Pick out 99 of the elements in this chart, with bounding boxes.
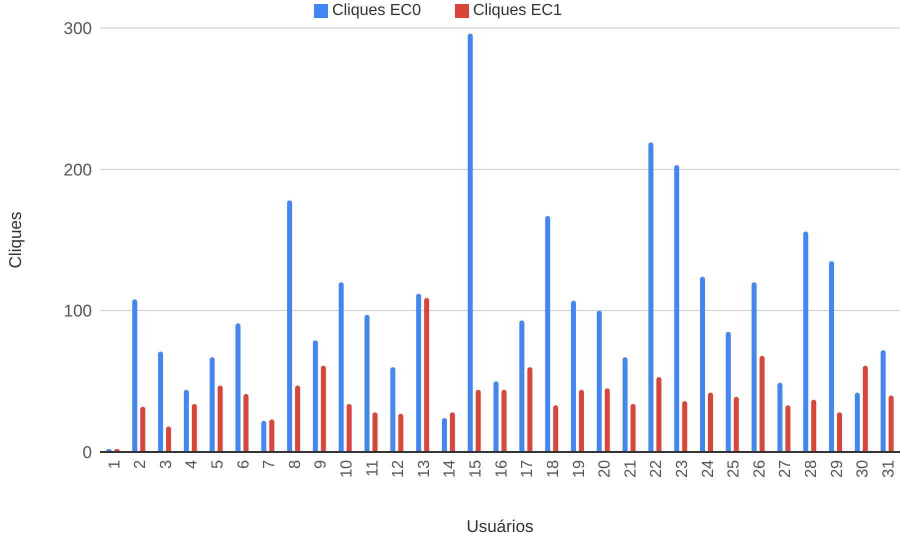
bar <box>295 386 300 452</box>
bar <box>630 404 636 452</box>
bar <box>476 390 481 452</box>
x-tick-label: 17 <box>519 460 536 478</box>
x-tick-label: 9 <box>312 460 330 469</box>
bar <box>424 298 430 452</box>
bar <box>553 405 558 452</box>
bar <box>468 34 473 452</box>
bar <box>140 406 146 452</box>
bar <box>682 401 688 452</box>
bar <box>785 405 790 452</box>
y-tick-label: 100 <box>64 302 92 321</box>
x-tick-label: 14 <box>442 460 459 478</box>
bar <box>372 412 378 452</box>
bar <box>648 142 654 452</box>
bar <box>622 357 628 452</box>
bar <box>132 299 138 452</box>
x-tick-label: 28 <box>803 460 820 478</box>
legend-label: Cliques EC0 <box>332 2 421 19</box>
bar <box>777 382 782 452</box>
bar <box>880 350 886 452</box>
x-tick-label: 13 <box>416 460 433 478</box>
y-tick-label: 0 <box>82 443 92 462</box>
x-tick-label: 16 <box>493 460 510 478</box>
bar <box>888 395 894 452</box>
x-tick-label: 31 <box>880 460 898 478</box>
bar <box>570 300 576 452</box>
bar <box>726 332 731 452</box>
bar <box>596 310 602 452</box>
x-tick-label: 11 <box>364 460 382 477</box>
x-tick-label: 15 <box>468 460 485 478</box>
bar <box>803 232 808 452</box>
x-tick-label: 21 <box>622 460 640 478</box>
bar <box>338 282 344 452</box>
bar <box>235 323 240 452</box>
bar <box>269 419 274 452</box>
bar <box>398 414 404 452</box>
bar <box>829 261 834 452</box>
bar <box>261 420 266 452</box>
x-axis-title: Usuários <box>466 517 534 536</box>
bar <box>494 381 499 452</box>
x-tick-label: 18 <box>544 460 562 478</box>
x-tick-label: 30 <box>854 460 872 478</box>
bar <box>364 314 370 452</box>
bar <box>656 377 662 452</box>
x-tick-label: 20 <box>596 460 614 478</box>
bar <box>218 386 223 452</box>
bar <box>158 352 164 452</box>
bar <box>192 404 197 452</box>
bar <box>519 320 524 452</box>
bar <box>760 356 765 452</box>
bar <box>811 400 816 452</box>
bar <box>184 390 189 452</box>
bar <box>166 426 172 452</box>
bar <box>734 396 739 452</box>
bar <box>604 388 610 452</box>
legend-label: Cliques EC1 <box>473 2 562 19</box>
x-tick-label: 6 <box>235 460 252 469</box>
x-tick-label: 26 <box>751 460 768 478</box>
bar <box>545 216 550 452</box>
x-tick-label: 3 <box>158 460 175 469</box>
x-tick-label: 27 <box>777 460 794 478</box>
bar <box>210 357 215 452</box>
x-tick-label: 2 <box>132 460 150 469</box>
x-tick-label: 23 <box>674 460 692 478</box>
x-tick-label: 24 <box>700 460 717 478</box>
bar <box>752 282 757 452</box>
x-tick-label: 29 <box>828 460 846 478</box>
bar <box>708 392 713 452</box>
bar <box>450 412 455 452</box>
x-tick-label: 5 <box>209 460 226 469</box>
bar <box>674 165 680 452</box>
bar <box>502 390 507 452</box>
x-tick-label: 19 <box>570 460 588 478</box>
bar <box>416 294 422 452</box>
x-tick-label: 7 <box>261 460 278 469</box>
bar <box>862 366 868 452</box>
bar <box>312 340 318 452</box>
bar <box>390 367 396 452</box>
bar <box>320 366 326 452</box>
bar <box>837 412 842 452</box>
bar <box>854 392 860 452</box>
y-tick-label: 300 <box>64 19 92 38</box>
x-tick-label: 12 <box>390 460 408 478</box>
y-axis-title: Cliques <box>6 212 26 268</box>
bar <box>442 418 447 452</box>
x-tick-label: 10 <box>338 460 356 478</box>
bar <box>287 200 292 452</box>
bar <box>243 394 248 452</box>
x-tick-label: 25 <box>726 460 743 478</box>
x-tick-label: 22 <box>648 460 666 478</box>
bar <box>527 367 532 452</box>
x-tick-label: 8 <box>286 460 304 469</box>
bar <box>346 404 352 452</box>
bar <box>700 276 705 452</box>
bar <box>578 390 584 452</box>
y-tick-label: 200 <box>64 160 92 180</box>
x-tick-label: 1 <box>106 460 124 469</box>
x-tick-label: 4 <box>184 460 201 469</box>
